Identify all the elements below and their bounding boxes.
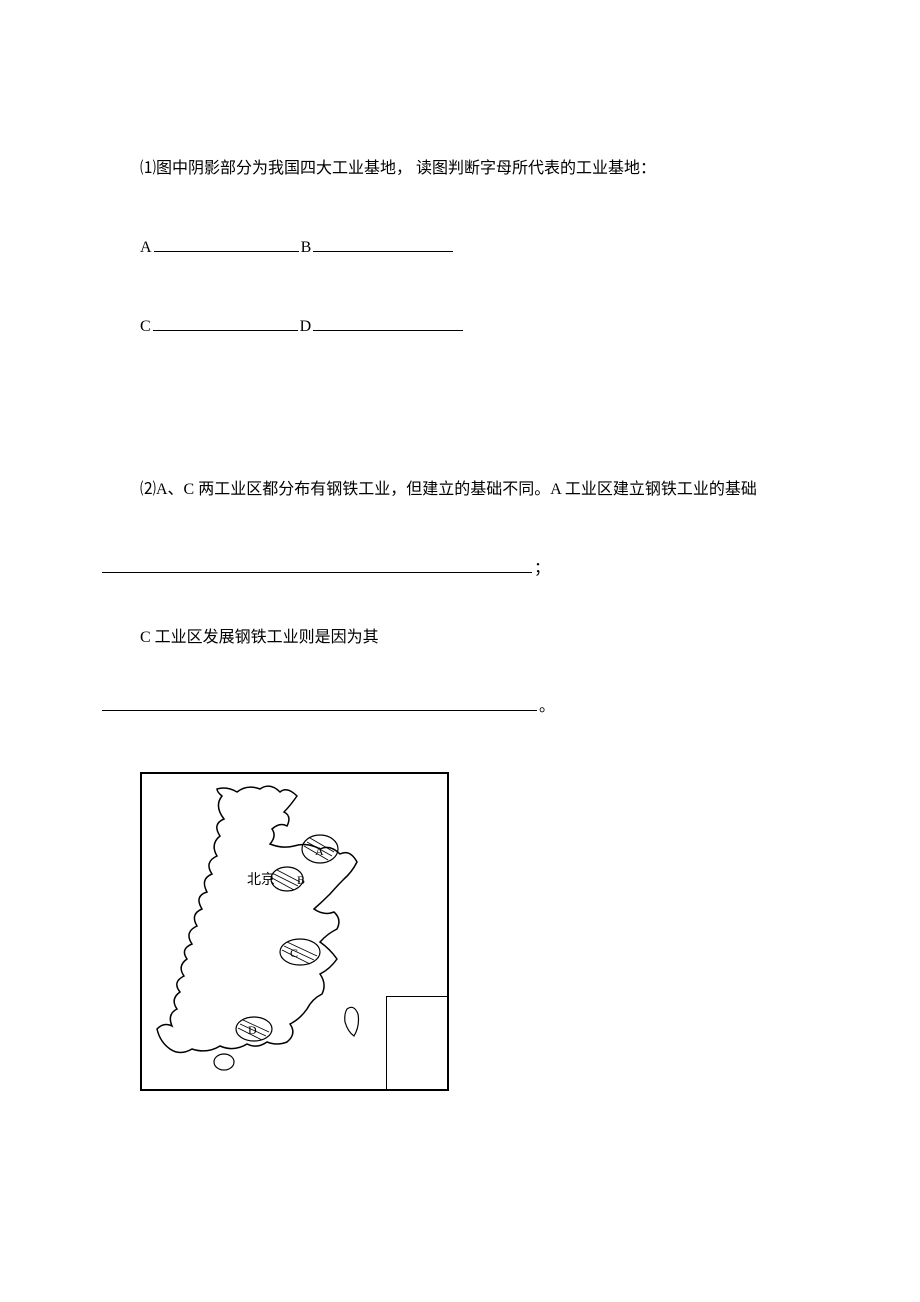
- question-2-text-part2: C 工业区发展钢铁工业则是因为其: [140, 624, 820, 653]
- label-d: D: [300, 318, 312, 335]
- period: 。: [539, 698, 555, 715]
- answer-line-ab: AB: [140, 234, 820, 263]
- beijing-label: 北京: [247, 869, 275, 889]
- answer-line-q2a: ；: [100, 555, 820, 584]
- region-c-group: C: [280, 939, 320, 965]
- label-b: B: [301, 239, 312, 256]
- answer-line-q2b: 。: [100, 693, 820, 722]
- taiwan-island: [345, 1007, 359, 1036]
- blank-b[interactable]: [313, 251, 453, 252]
- question-1-text: ⑴图中阴影部分为我国四大工业基地， 读图判断字母所代表的工业基地：: [140, 155, 820, 184]
- coastline-path: [157, 786, 357, 1052]
- region-a-label: A: [315, 844, 324, 858]
- region-b-group: B: [271, 867, 305, 891]
- map-container: A B C: [140, 772, 820, 1091]
- answer-line-cd: CD: [140, 313, 820, 342]
- blank-q2-first[interactable]: [102, 572, 532, 573]
- blank-d[interactable]: [313, 330, 463, 331]
- region-d-label: D: [248, 1023, 257, 1037]
- region-c-label: C: [290, 946, 298, 960]
- blank-a[interactable]: [154, 251, 299, 252]
- label-c: C: [140, 318, 151, 335]
- question-2-text-part1: ⑵A、C 两工业区都分布有钢铁工业，但建立的基础不同。A 工业区建立钢铁工业的基…: [140, 476, 820, 505]
- region-d-group: D: [236, 1017, 272, 1041]
- map-inset-frame: [386, 996, 447, 1089]
- map-frame: A B C: [140, 772, 449, 1091]
- region-b-label: B: [297, 873, 305, 887]
- hainan-island: [214, 1054, 234, 1070]
- blank-q2-second[interactable]: [102, 710, 537, 711]
- label-a: A: [140, 239, 152, 256]
- semicolon: ；: [534, 560, 550, 577]
- blank-c[interactable]: [153, 330, 298, 331]
